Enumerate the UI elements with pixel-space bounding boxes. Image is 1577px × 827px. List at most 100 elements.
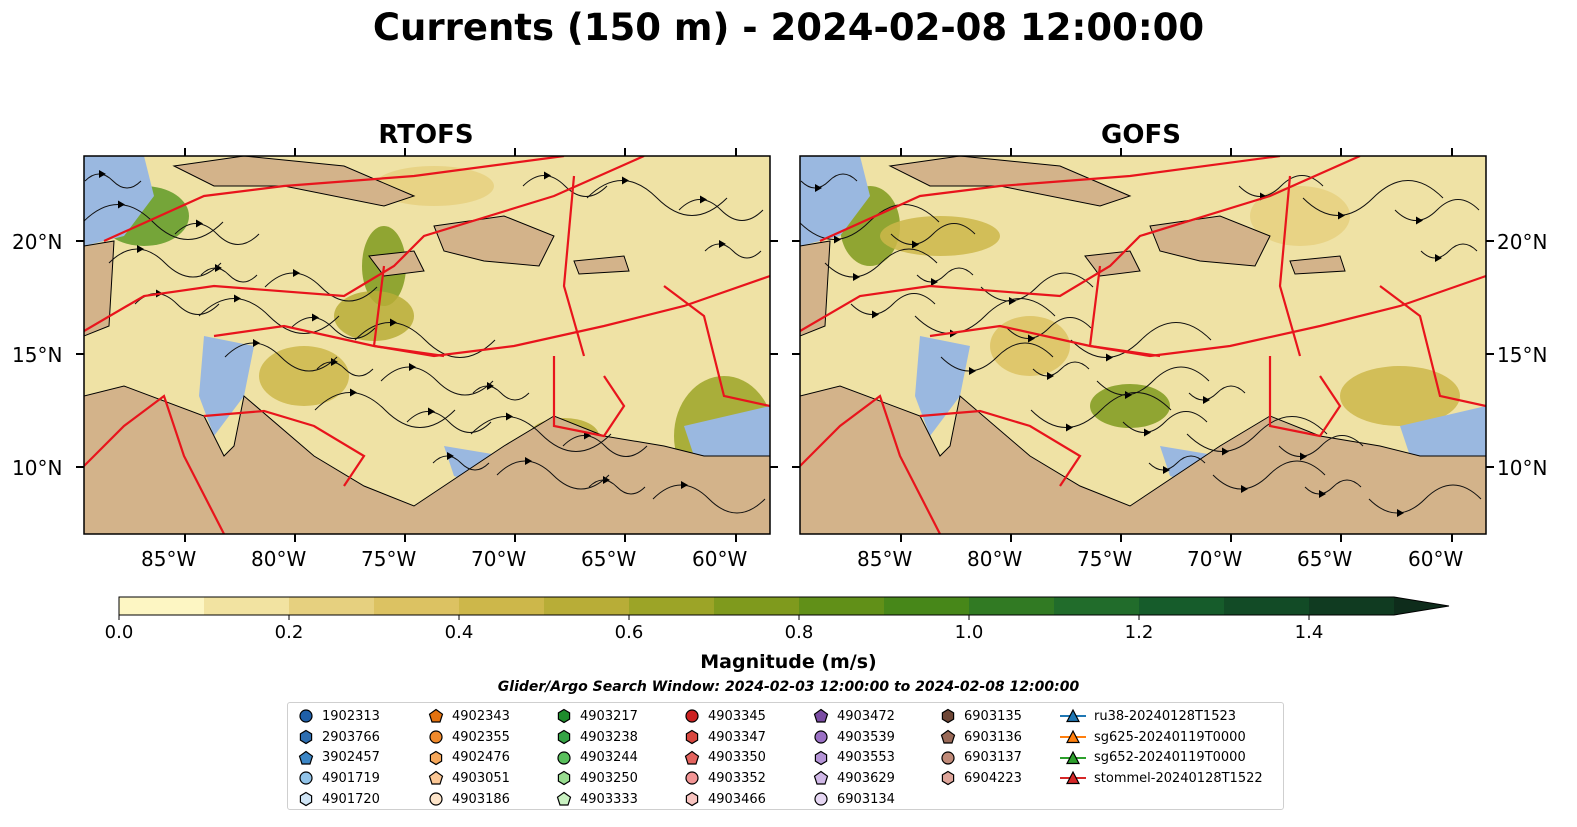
colorbar-segment [1224,597,1310,615]
streamline [1394,199,1480,221]
streamline-arrow [99,170,106,178]
triangle-line-marker-icon [1060,771,1086,785]
legend-label: 4903051 [452,770,510,786]
colorbar-tick-label: 1.4 [1294,622,1324,643]
colorbar-segment [799,597,885,615]
colorbar-segment [714,597,800,615]
legend-label: 4903333 [580,791,638,807]
streamline [1122,411,1208,433]
streamline [84,173,142,189]
legend-label: 4901719 [322,770,380,786]
legend-entry: 6903136 [940,727,1022,748]
legend-label: 4901720 [322,791,380,807]
streamline-arrow [215,264,222,272]
streamline-arrow [312,313,319,322]
colorbar-tick-label: 1.2 [1124,622,1154,643]
colorbar-segment [1309,597,1395,615]
streamline [800,173,858,189]
streamline [850,293,936,315]
land-mass [1289,255,1346,275]
legend-column: 4902343 4902355 4902476 4903051 4903186 [428,706,510,809]
legend-label: 4903352 [708,770,766,786]
streamline [1006,317,1092,339]
zone-boundary [1268,356,1342,438]
legend-entry: 6904223 [940,768,1022,789]
streamline [914,298,1056,334]
streamline-arrow [253,339,260,347]
land-mass [84,385,770,534]
streamline [1148,455,1206,471]
streamline-arrow [1416,216,1423,225]
search-window-text: Glider/Argo Search Window: 2024-02-03 12… [497,679,1080,695]
zone-boundary [800,394,941,534]
map-frame [799,155,1487,535]
gofs-map [800,156,1486,534]
legend-label: 4902355 [452,729,510,745]
streamline [704,243,762,259]
colorbar-segment [459,597,545,615]
shelf-water [84,156,154,246]
streamline [916,267,974,283]
streamline [1304,479,1362,495]
circle-marker-icon [814,792,828,806]
streamline-arrow [1338,211,1345,220]
pentagon-marker-icon [684,750,700,765]
streamline [562,435,648,457]
colorbar-tick-label: 0.6 [614,622,644,643]
streamline [1420,243,1478,259]
streamline [1368,484,1482,514]
streamline-arrow [331,358,338,366]
hexagon-marker-icon [429,750,443,765]
lon-label-left-80: 80°W [251,547,307,571]
legend-entry: 3902457 [298,747,380,768]
map-panels [76,148,1494,542]
streamline-arrow [525,457,532,465]
panel-title-gofs: GOFS [1101,120,1181,150]
circle-marker-icon [685,771,699,786]
streamline-arrow [1066,423,1073,432]
streamline [200,267,258,283]
legend-label: 4903347 [708,729,766,745]
colorbar-label: Magnitude (m/s) [700,651,877,673]
legend-entry: 6903134 [813,789,895,810]
circle-marker-icon [941,751,955,765]
current-shading [880,216,1000,256]
lat-label-right-20: 20°N [1497,230,1548,254]
legend-label: 4902343 [452,708,510,724]
legend-entry: 4902355 [428,727,510,748]
zone-boundary [663,285,770,408]
colorbar [118,596,1450,620]
streamline [522,175,608,197]
land-mass [800,385,1486,534]
panel-title-rtofs: RTOFS [378,120,474,150]
colorbar-segment [1139,597,1225,615]
circle-marker-icon [814,730,828,744]
zone-boundary [562,175,586,357]
lon-label-left-70: 70°W [471,547,527,571]
legend-entry: 4902476 [428,747,510,768]
lon-label-left-85: 85°W [141,547,197,571]
legend-label: 4903350 [708,750,766,766]
legend-entry: 2903766 [298,727,380,748]
triangle-line-marker-icon [1060,750,1086,764]
current-shading [1340,366,1460,426]
streamline-arrow [428,407,435,416]
pentagon-marker-icon [940,729,956,744]
map-frames [76,148,1494,542]
hexagon-marker-icon [299,729,313,745]
legend-label: 2903766 [322,729,380,745]
streamline [1188,385,1246,401]
streamline [586,180,728,216]
streamline-arrow [1397,509,1404,517]
streamline-arrow [603,476,610,484]
streamline [1278,435,1364,457]
streamline-arrow [681,481,688,489]
streamline [290,317,376,339]
lat-label-left-10: 10°N [12,456,63,480]
streamline-arrow [409,363,416,371]
circle-marker-icon [557,751,571,765]
land-mass [172,156,416,207]
legend-column: 4903472 4903539 4903553 4903629 6903134 [813,706,895,809]
legend-entry: 4903553 [813,747,895,768]
hexagon-marker-icon [557,709,571,724]
